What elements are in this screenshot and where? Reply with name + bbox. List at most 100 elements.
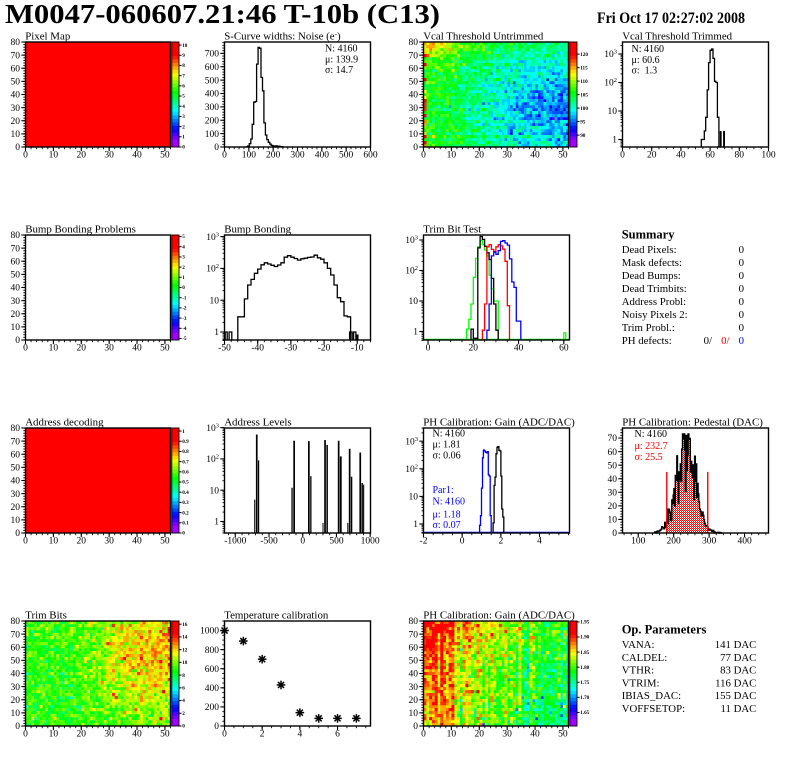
svg-text:4: 4 <box>297 730 302 740</box>
svg-text:10: 10 <box>49 730 59 740</box>
svg-text:1: 1 <box>214 518 219 528</box>
svg-text:200: 200 <box>266 151 281 161</box>
svg-text:0: 0 <box>23 151 28 161</box>
svg-text:1: 1 <box>413 328 418 338</box>
svg-text:80: 80 <box>11 617 21 627</box>
svg-text:4: 4 <box>182 104 185 110</box>
svg-text:0: 0 <box>426 344 431 354</box>
svg-text:40: 40 <box>514 344 524 354</box>
svg-text:102: 102 <box>405 265 418 277</box>
svg-text:300: 300 <box>205 103 220 113</box>
svg-text:400: 400 <box>737 537 752 547</box>
svg-text:141 DAC: 141 DAC <box>715 639 757 651</box>
svg-text:200: 200 <box>205 703 220 713</box>
svg-text:105: 105 <box>580 92 588 98</box>
svg-text:30: 30 <box>11 104 21 114</box>
svg-text:2: 2 <box>260 730 265 740</box>
svg-text:Fri Oct 17 02:27:02 2008: Fri Oct 17 02:27:02 2008 <box>597 10 745 27</box>
svg-text:20: 20 <box>409 117 419 127</box>
svg-text:103: 103 <box>405 436 418 448</box>
svg-text:10: 10 <box>409 130 419 140</box>
svg-text:70: 70 <box>11 437 21 447</box>
svg-text:0.5: 0.5 <box>182 480 189 486</box>
svg-text:400: 400 <box>315 151 330 161</box>
svg-text:300: 300 <box>290 151 305 161</box>
svg-text:40: 40 <box>409 670 419 680</box>
svg-text:10: 10 <box>49 537 59 547</box>
svg-text:16: 16 <box>182 622 188 628</box>
svg-text:0.8: 0.8 <box>182 449 189 455</box>
svg-text:30: 30 <box>502 151 512 161</box>
svg-text:600: 600 <box>363 151 378 161</box>
svg-text:50: 50 <box>160 151 170 161</box>
svg-text:1.70: 1.70 <box>580 695 589 701</box>
svg-text:1: 1 <box>214 328 219 338</box>
svg-text:μ: 139.9: μ: 139.9 <box>325 55 358 66</box>
svg-text:Address Levels: Address Levels <box>224 416 291 428</box>
svg-text:50: 50 <box>11 271 21 281</box>
svg-text:σ: 0.06: σ: 0.06 <box>433 451 461 462</box>
svg-text:0: 0 <box>739 322 744 334</box>
svg-text:10: 10 <box>409 297 419 307</box>
svg-text:-50: -50 <box>218 344 231 354</box>
svg-text:20: 20 <box>647 151 657 161</box>
svg-text:1: 1 <box>413 520 418 530</box>
svg-text:Pixel Map: Pixel Map <box>25 30 71 42</box>
svg-text:2: 2 <box>182 711 185 717</box>
svg-text:VTHR:: VTHR: <box>622 665 654 677</box>
svg-text:S-Curve widths: Noise (e-): S-Curve widths: Noise (e-) <box>224 30 341 42</box>
svg-text:0/: 0/ <box>704 335 712 347</box>
svg-text:Bump Bonding Problems: Bump Bonding Problems <box>25 223 136 235</box>
svg-text:20: 20 <box>11 696 21 706</box>
svg-text:103: 103 <box>206 422 219 434</box>
svg-text:10: 10 <box>608 516 618 526</box>
svg-text:1.75: 1.75 <box>580 680 589 686</box>
svg-text:50: 50 <box>11 464 21 474</box>
svg-text:60: 60 <box>11 450 21 460</box>
svg-text:0: 0 <box>182 145 185 151</box>
svg-text:400: 400 <box>205 684 220 694</box>
svg-text:Dead Bumps:: Dead Bumps: <box>622 270 681 282</box>
svg-text:90: 90 <box>580 133 586 139</box>
svg-text:10: 10 <box>182 660 188 666</box>
svg-text:40: 40 <box>11 477 21 487</box>
svg-text:50: 50 <box>160 537 170 547</box>
svg-text:0: 0 <box>15 143 20 153</box>
svg-text:2: 2 <box>498 537 503 547</box>
svg-text:20: 20 <box>409 696 419 706</box>
svg-text:Trim Probl.:: Trim Probl.: <box>622 322 675 334</box>
svg-text:-40: -40 <box>251 344 264 354</box>
svg-text:20: 20 <box>77 344 87 354</box>
svg-text:-10: -10 <box>351 344 364 354</box>
svg-text:0: 0 <box>182 531 185 537</box>
svg-text:μ: 232.7: μ: 232.7 <box>635 441 668 452</box>
svg-text:4: 4 <box>182 698 185 704</box>
svg-text:50: 50 <box>160 730 170 740</box>
svg-text:0: 0 <box>182 724 185 730</box>
svg-text:30: 30 <box>11 683 21 693</box>
svg-text:10: 10 <box>447 730 457 740</box>
svg-text:Summary: Summary <box>622 228 676 242</box>
svg-text:20: 20 <box>475 151 485 161</box>
svg-text:0: 0 <box>23 730 28 740</box>
svg-text:1: 1 <box>182 429 185 435</box>
svg-text:Bump Bonding: Bump Bonding <box>224 223 291 235</box>
svg-text:40: 40 <box>132 344 142 354</box>
svg-text:0.7: 0.7 <box>182 459 189 465</box>
svg-text:11 DAC: 11 DAC <box>720 703 756 715</box>
svg-text:95: 95 <box>580 119 586 125</box>
svg-text:0: 0 <box>15 336 20 346</box>
svg-text:10: 10 <box>11 709 21 719</box>
svg-text:PH Calibration: Gain (ADC/DAC): PH Calibration: Gain (ADC/DAC) <box>423 609 575 621</box>
svg-text:1: 1 <box>182 135 185 141</box>
svg-text:10: 10 <box>210 486 220 496</box>
svg-text:60: 60 <box>705 151 715 161</box>
svg-text:103: 103 <box>604 49 617 61</box>
svg-text:Trim Bits: Trim Bits <box>25 609 67 621</box>
svg-text:40: 40 <box>132 537 142 547</box>
svg-text:-4: -4 <box>182 326 187 332</box>
svg-text:Op. Parameters: Op. Parameters <box>622 623 707 637</box>
svg-text:-3: -3 <box>182 316 187 322</box>
svg-text:200: 200 <box>667 537 682 547</box>
svg-text:2: 2 <box>182 265 185 271</box>
